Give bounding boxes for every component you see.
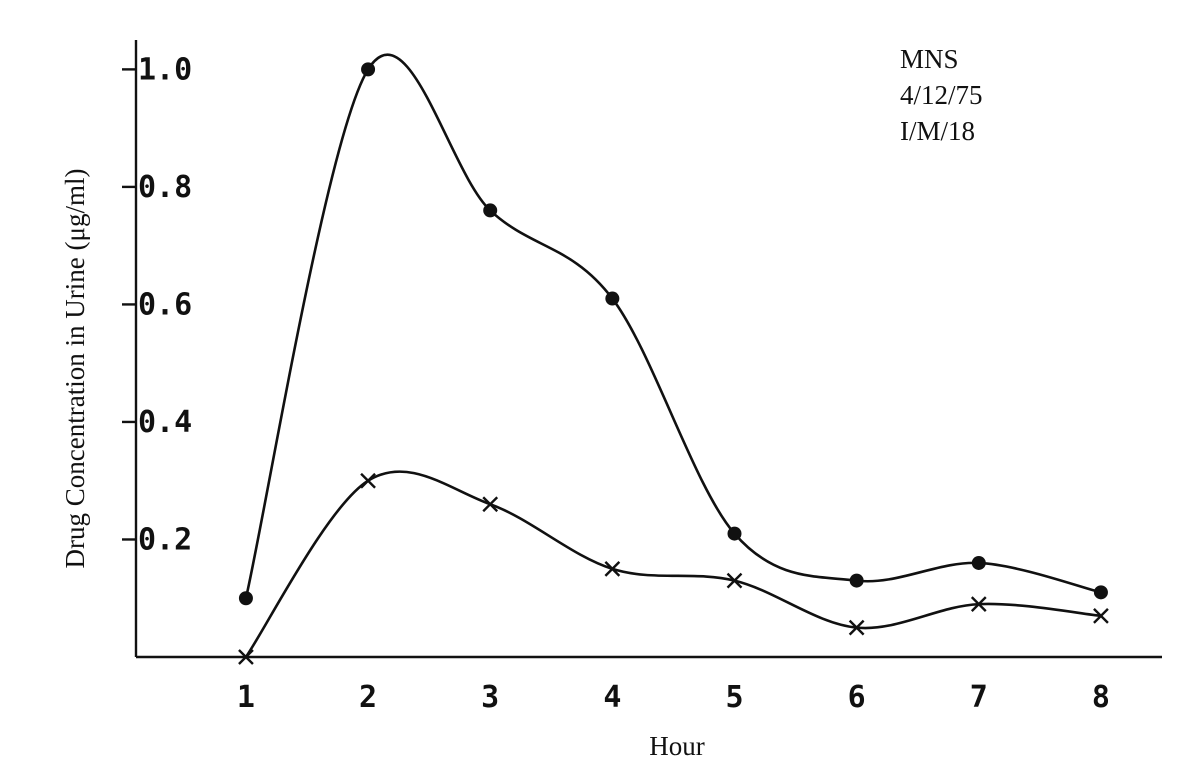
data-point-cross — [848, 619, 865, 636]
annotation-line: I/M/18 — [900, 116, 975, 146]
data-point-cross — [482, 496, 499, 513]
x-tick-label: 1 — [237, 680, 255, 715]
x-tick-label: 2 — [359, 680, 377, 715]
data-point-dot — [605, 291, 620, 306]
data-point-cross — [726, 572, 743, 589]
x-tick-label: 7 — [970, 680, 988, 715]
y-tick-label: 0.4 — [138, 405, 192, 440]
data-point-dot — [361, 62, 376, 77]
series-layer — [238, 53, 1109, 665]
x-tick-label: 3 — [481, 680, 499, 715]
y-tick-label: 0.6 — [138, 287, 192, 322]
series-cross — [238, 470, 1109, 665]
x-tick-label: 8 — [1092, 680, 1110, 715]
data-point-dot — [727, 526, 742, 541]
x-tick-label: 6 — [848, 680, 866, 715]
data-point-cross — [360, 472, 376, 489]
data-point-dot — [971, 555, 986, 570]
data-point-dot — [238, 591, 253, 606]
x-tick-label: 5 — [725, 680, 743, 715]
x-axis-title: Hour — [649, 731, 705, 761]
y-tick-label: 0.2 — [138, 522, 192, 557]
x-tick-label: 4 — [603, 680, 621, 715]
annotation-block: MNS 4/12/75 I/M/18 — [900, 44, 983, 146]
data-point-dot — [1093, 585, 1108, 600]
y-ticks: 0.2 0.4 0.6 0.8 1.0 — [122, 52, 192, 557]
chart-axes — [134, 40, 1162, 659]
data-point-dot — [849, 573, 864, 588]
annotation-line: MNS — [900, 44, 959, 74]
data-point-cross — [238, 649, 254, 665]
y-tick-label: 1.0 — [138, 52, 192, 87]
data-point-dot — [483, 203, 498, 218]
annotation-line: 4/12/75 — [900, 80, 983, 110]
x-ticks: 1 2 3 4 5 6 7 8 — [237, 680, 1110, 715]
data-point-cross — [604, 561, 621, 577]
series-dot — [238, 53, 1108, 606]
data-point-cross — [970, 596, 987, 612]
y-axis-title: Drug Concentration in Urine (μg/ml) — [60, 169, 90, 569]
y-tick-label: 0.8 — [138, 170, 192, 205]
data-point-cross — [1093, 608, 1109, 624]
